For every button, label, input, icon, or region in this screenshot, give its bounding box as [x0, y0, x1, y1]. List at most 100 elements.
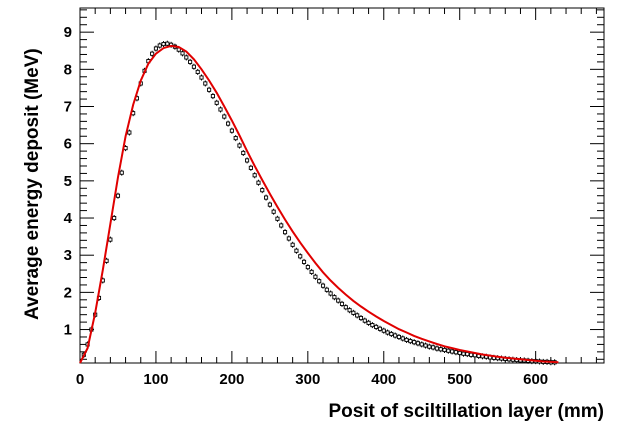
data-point: [282, 229, 288, 236]
x-axis-ticks: [79, 8, 597, 363]
data-point: [336, 297, 341, 304]
data-point: [396, 333, 402, 340]
data-point: [256, 179, 261, 186]
data-point: [245, 157, 250, 164]
data-point: [237, 142, 242, 149]
y-tick-label: 4: [64, 210, 73, 227]
y-axis-tick-labels: 1 2 3 4 5 6 7 8 9: [64, 24, 73, 338]
data-point: [264, 194, 269, 201]
data-point: [127, 129, 132, 136]
data-point: [351, 309, 356, 316]
data-point: [214, 99, 219, 106]
y-axis-title: Average energy deposit (MeV): [22, 48, 43, 320]
data-point: [180, 50, 185, 57]
data-point: [252, 172, 257, 179]
data-point: [446, 347, 451, 354]
data-point: [434, 345, 439, 352]
data-point: [279, 222, 284, 229]
data-point: [275, 215, 280, 222]
data-point: [385, 329, 390, 336]
data-point: [115, 192, 121, 199]
data-point: [119, 169, 124, 176]
y-tick-label: 8: [64, 61, 72, 78]
data-point: [393, 332, 398, 339]
x-tick-label: 0: [76, 371, 84, 388]
data-point: [313, 273, 318, 280]
data-point: [241, 149, 246, 156]
data-point: [271, 208, 276, 215]
x-tick-label: 300: [295, 371, 320, 388]
data-point: [153, 45, 158, 52]
data-point: [305, 264, 310, 271]
data-point: [328, 290, 333, 297]
data-point: [260, 187, 265, 194]
data-point: [355, 312, 360, 319]
data-point: [161, 41, 166, 48]
data-point: [248, 164, 253, 171]
data-point: [389, 331, 394, 338]
x-tick-label: 100: [143, 371, 168, 388]
data-point: [195, 68, 200, 75]
plot-frame: [79, 7, 605, 364]
x-tick-label: 200: [219, 371, 244, 388]
y-tick-label: 6: [64, 136, 72, 153]
data-point: [233, 135, 238, 142]
data-point: [226, 120, 231, 127]
data-point: [343, 304, 348, 311]
data-point: [377, 325, 383, 332]
data-point: [157, 42, 162, 49]
data-point: [294, 247, 299, 254]
data-point: [199, 74, 204, 81]
y-tick-label: 7: [64, 99, 72, 116]
data-point: [286, 235, 291, 242]
data-point: [415, 340, 420, 347]
data-point: [298, 253, 303, 260]
data-point: [362, 317, 367, 324]
y-tick-label: 5: [64, 173, 72, 190]
data-point: [324, 286, 329, 293]
data-point: [374, 323, 379, 330]
data-point: [218, 106, 223, 113]
data-point: [267, 201, 272, 208]
y-tick-label: 1: [64, 322, 72, 339]
data-point: [229, 127, 234, 134]
data-point: [165, 40, 170, 47]
x-axis-tick-labels: 0 100 200 300 400 500 600: [76, 371, 548, 388]
data-point: [404, 336, 409, 343]
data-point: [450, 348, 455, 355]
y-tick-label: 9: [64, 24, 72, 41]
data-point: [442, 346, 447, 353]
data-point: [453, 349, 458, 356]
data-point: [112, 215, 117, 222]
x-tick-label: 500: [447, 371, 472, 388]
data-point: [309, 268, 314, 275]
x-tick-label: 400: [371, 371, 396, 388]
y-tick-label: 3: [64, 247, 72, 264]
data-point: [438, 346, 443, 353]
data-point: [431, 344, 436, 351]
data-point: [210, 93, 215, 100]
y-tick-label: 2: [64, 284, 72, 301]
fit-curve: [79, 44, 559, 364]
data-point: [320, 282, 326, 289]
data-point: [290, 241, 295, 248]
data-point: [347, 307, 352, 314]
x-axis-title: Posit of sciltillation layer (mm): [328, 401, 604, 422]
data-point: [191, 63, 196, 70]
data-point: [203, 80, 208, 87]
data-point: [317, 278, 322, 285]
data-point: [301, 258, 307, 265]
data-point: [400, 335, 405, 342]
data-point: [207, 86, 212, 93]
x-tick-label: 600: [523, 371, 548, 388]
data-point: [188, 58, 193, 65]
data-point: [222, 113, 227, 120]
data-point: [427, 343, 432, 350]
data-point: [339, 300, 345, 307]
data-point: [108, 236, 113, 243]
data-point: [412, 339, 417, 346]
data-point: [366, 319, 371, 326]
data-point: [381, 327, 386, 334]
data-point: [408, 338, 413, 345]
